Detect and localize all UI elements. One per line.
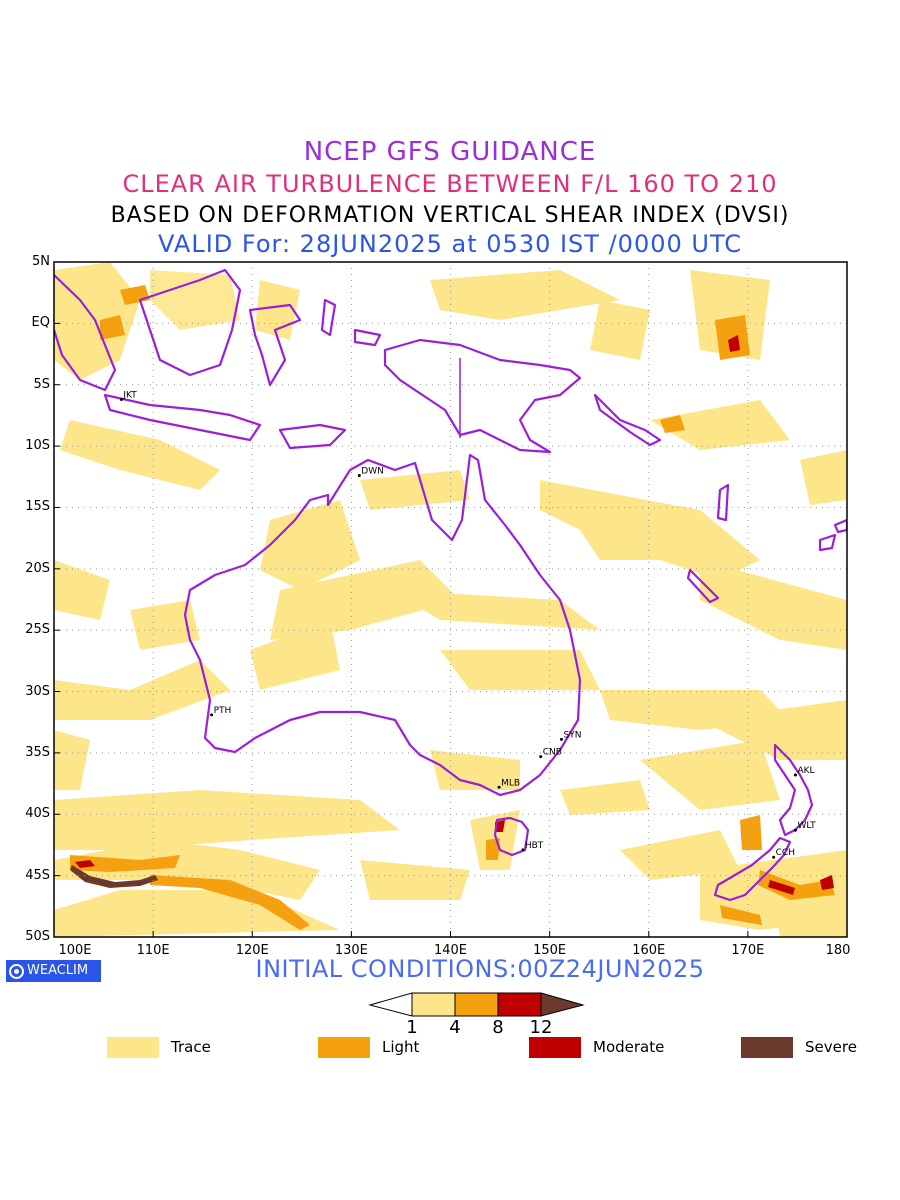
lat-label: 35S	[25, 744, 50, 760]
light-turbulence-areas	[70, 285, 835, 930]
lat-label: 50S	[25, 929, 50, 944]
colorbar-tick-12: 12	[529, 1017, 553, 1038]
severe-turbulence-areas	[70, 865, 158, 888]
station-label-dwn: DWN	[361, 467, 384, 477]
legend-trace: Trace	[107, 1036, 211, 1058]
lon-label: 120E	[235, 943, 269, 958]
weaclim-logo: WEACLIM	[6, 960, 101, 982]
title-valid-time: VALID For: 28JUN2025 at 0530 IST /0000 U…	[158, 230, 742, 258]
lat-label: 25S	[25, 622, 50, 638]
station-dot-cnb	[539, 755, 543, 759]
station-label-pth: PTH	[214, 706, 232, 716]
title-product: NCEP GFS GUIDANCE	[303, 137, 597, 167]
station-label-cnb: CNB	[543, 748, 562, 758]
lat-label: 10S	[25, 438, 50, 454]
lat-label: 20S	[25, 560, 50, 576]
lat-label: EQ	[31, 315, 50, 331]
colorbar-tick-4: 4	[449, 1017, 461, 1038]
legend-severe: Severe	[741, 1036, 857, 1058]
colorbar-tick-1: 1	[406, 1017, 418, 1038]
legend-trace-label: Trace	[171, 1038, 211, 1056]
colorbar-trace	[411, 992, 456, 1017]
lon-label: 140E	[433, 943, 468, 958]
station-dot-dwn	[357, 474, 361, 478]
station-label-akl: AKL	[797, 766, 814, 776]
colorbar-severe-arrow	[540, 992, 585, 1017]
station-dot-akl	[793, 773, 797, 777]
lon-label: 160E	[632, 943, 666, 958]
station-dot-pth	[210, 713, 214, 717]
legend-trace-swatch	[107, 1036, 159, 1058]
station-dot-mlb	[497, 785, 501, 789]
lat-label: 15S	[25, 499, 50, 515]
station-dot-syn	[560, 737, 564, 741]
lon-label: 110E	[136, 943, 170, 958]
legend-moderate-label: Moderate	[593, 1038, 665, 1056]
lon-label: 170E	[731, 943, 765, 958]
station-label-wlt: WLT	[797, 821, 816, 831]
coastlines	[54, 268, 847, 902]
station-label-cch: CCH	[776, 848, 795, 858]
legend-severe-label: Severe	[805, 1038, 857, 1056]
colorbar	[368, 992, 585, 1017]
legend-severe-swatch	[741, 1036, 793, 1058]
station-dot-jkt	[119, 397, 123, 401]
lat-label: 5S	[33, 376, 50, 392]
title-parameter: CLEAR AIR TURBULENCE BETWEEN F/L 160 TO …	[122, 170, 778, 198]
station-label-jkt: JKT	[122, 390, 137, 400]
trace-turbulence-areas	[54, 262, 847, 937]
lat-label: 5N	[32, 254, 50, 269]
colorbar-tick-8: 8	[492, 1017, 504, 1038]
lon-label: 180	[825, 943, 851, 958]
station-dot-wlt	[793, 828, 797, 832]
colorbar-low-arrow	[368, 992, 413, 1017]
lon-label: 150E	[533, 943, 567, 958]
legend-moderate-swatch	[529, 1036, 581, 1058]
initial-conditions: INITIAL CONDITIONS:00Z24JUN2025	[255, 955, 705, 983]
station-label-syn: SYN	[564, 730, 582, 740]
legend-light: Light	[318, 1036, 419, 1058]
logo-text: WEACLIM	[27, 963, 89, 978]
legend-light-label: Light	[382, 1038, 420, 1056]
lon-label: 130E	[334, 943, 368, 958]
lat-label: 30S	[25, 683, 50, 699]
station-label-hbt: HBT	[525, 841, 544, 851]
title-method: BASED ON DEFORMATION VERTICAL SHEAR INDE…	[110, 203, 790, 228]
station-label-mlb: MLB	[501, 778, 520, 788]
lon-label: 100E	[58, 943, 92, 958]
weaclim-logo-icon	[9, 963, 24, 979]
lat-label: 40S	[25, 806, 50, 822]
colorbar-light	[454, 992, 499, 1017]
colorbar-moderate	[497, 992, 542, 1017]
legend-light-swatch	[318, 1036, 370, 1058]
axis-ticks	[53, 261, 848, 938]
lat-label: 45S	[25, 867, 50, 883]
station-dot-hbt	[521, 848, 525, 852]
station-dot-cch	[772, 855, 776, 859]
map-gridlines	[54, 262, 847, 937]
legend-moderate: Moderate	[529, 1036, 664, 1058]
